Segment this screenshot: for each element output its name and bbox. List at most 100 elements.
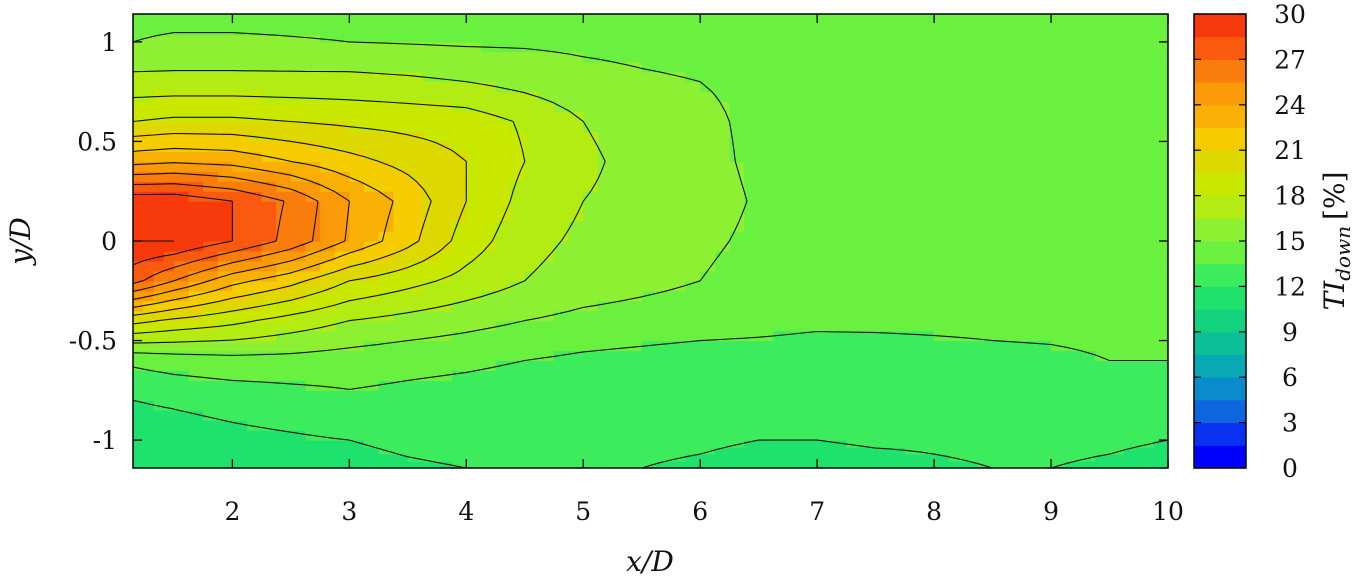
contour-cell <box>1051 454 1067 462</box>
contour-cell <box>817 260 833 272</box>
contour-cell <box>846 440 862 448</box>
contour-cell <box>597 461 614 468</box>
contour-cell <box>670 300 687 312</box>
contour-cell <box>1124 101 1140 113</box>
contour-cell <box>685 280 701 292</box>
contour-cell <box>904 211 921 222</box>
contour-cell <box>203 420 219 431</box>
contour-cell <box>422 310 438 322</box>
contour-cell <box>163 27 175 36</box>
contour-cell <box>919 81 935 93</box>
contour-cell <box>451 454 467 462</box>
contour-cell <box>714 241 731 252</box>
contour-cell <box>641 201 657 212</box>
contour-cell <box>831 310 847 322</box>
contour-cell <box>802 191 818 202</box>
contour-cell <box>685 370 701 381</box>
contour-cell <box>612 161 628 172</box>
contour-cell <box>904 440 921 448</box>
contour-cell <box>817 111 833 123</box>
contour-cell <box>714 121 731 133</box>
contour-cell <box>363 151 380 162</box>
colorbar-band <box>1194 104 1246 128</box>
contour-cell <box>1138 14 1154 22</box>
contour-cell <box>232 250 248 262</box>
contour-cell <box>670 260 687 272</box>
contour-cell <box>831 440 847 448</box>
contour-cell <box>173 211 190 222</box>
contour-cell <box>290 111 307 123</box>
contour-cell <box>700 41 716 53</box>
contour-cell <box>290 51 307 63</box>
contour-cell <box>773 310 789 322</box>
contour-cell <box>1007 270 1023 282</box>
contour-cell <box>539 34 555 43</box>
contour-cell <box>539 14 555 22</box>
contour-cell <box>539 270 555 282</box>
contour-cell <box>1007 27 1023 36</box>
contour-cell <box>1124 161 1140 172</box>
contour-cell <box>510 34 526 43</box>
contour-cell <box>992 320 1008 332</box>
contour-cell <box>846 131 862 143</box>
contour-cell <box>247 280 263 292</box>
contour-cell <box>451 141 467 152</box>
contour-cell <box>977 101 994 113</box>
contour-cell <box>685 51 701 63</box>
contour-cell <box>934 121 950 133</box>
contour-cell <box>758 290 774 302</box>
contour-cell <box>977 121 994 133</box>
contour-cell <box>203 81 219 93</box>
contour-cell <box>349 51 365 63</box>
contour-cell <box>1109 121 1125 133</box>
contour-cell <box>466 121 482 133</box>
contour-cell <box>232 201 248 212</box>
contour-cell <box>393 400 409 411</box>
contour-cell <box>1065 191 1081 202</box>
contour-cell <box>714 390 731 401</box>
contour-cell <box>232 280 248 292</box>
contour-cell <box>773 20 789 29</box>
contour-cell <box>904 51 921 63</box>
colorbar-tick-label: 15 <box>1274 227 1306 256</box>
contour-cell <box>802 440 818 448</box>
contour-cell <box>1109 41 1125 53</box>
contour-cell <box>247 390 263 401</box>
contour-cell <box>977 270 994 282</box>
contour-cell <box>554 454 570 462</box>
contour-cell <box>437 201 453 212</box>
contour-cell <box>714 20 731 29</box>
contour-cell <box>714 111 731 123</box>
contour-cell <box>554 410 570 421</box>
contour-cell <box>948 360 964 372</box>
contour-cell <box>451 260 467 272</box>
contour-cell <box>787 280 804 292</box>
contour-cell <box>758 461 774 468</box>
contour-cell <box>1138 20 1154 29</box>
contour-cell <box>612 14 628 22</box>
contour-cell <box>422 121 438 133</box>
contour-cell <box>1021 27 1038 36</box>
contour-cell <box>437 360 453 372</box>
contour-cell <box>1036 440 1052 448</box>
contour-cell <box>153 161 165 172</box>
contour-cell <box>714 350 731 362</box>
contour-cell <box>1109 340 1125 352</box>
contour-cell <box>247 250 263 262</box>
contour-cell <box>861 400 877 411</box>
contour-cell <box>232 141 248 152</box>
contour-cell <box>290 171 307 182</box>
contour-cell <box>1124 330 1140 342</box>
contour-cell <box>729 410 745 421</box>
contour-cell <box>232 221 248 232</box>
contour-cell <box>163 330 175 342</box>
contour-cell <box>729 151 745 162</box>
contour-cell <box>744 111 760 123</box>
contour-cell <box>320 430 336 441</box>
contour-cell <box>451 410 467 421</box>
contour-cell <box>173 71 190 83</box>
contour-cell <box>817 101 833 113</box>
contour-cell <box>305 410 321 421</box>
colorbar-band <box>1194 241 1246 265</box>
contour-cell <box>729 141 745 152</box>
